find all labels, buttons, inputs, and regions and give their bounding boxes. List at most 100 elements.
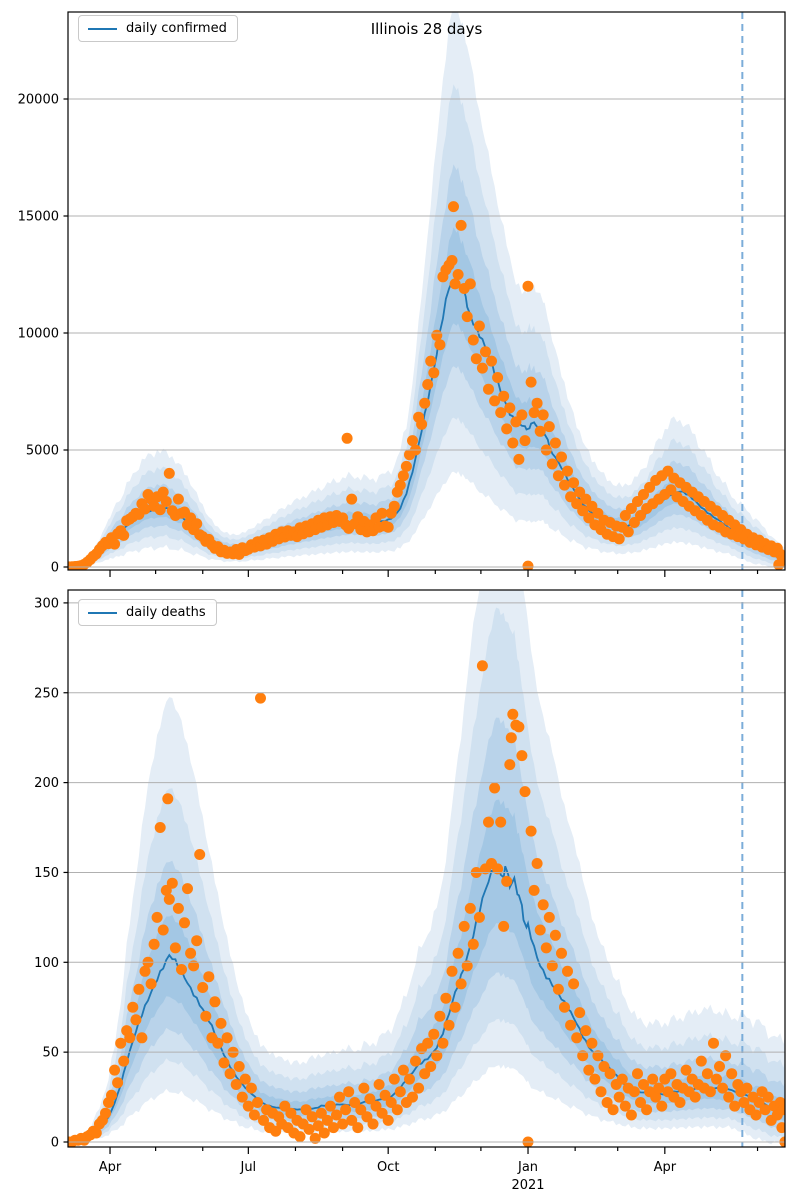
scatter-point — [443, 1019, 455, 1031]
scatter-point — [729, 1100, 741, 1112]
scatter-point — [397, 470, 409, 482]
scatter-point — [714, 1061, 725, 1072]
scatter-point — [434, 339, 446, 351]
scatter-point — [704, 1086, 716, 1098]
scatter-point — [689, 1091, 701, 1103]
scatter-point — [394, 1086, 406, 1098]
scatter-point — [720, 1050, 732, 1062]
scatter-point — [139, 965, 151, 977]
scatter-point — [425, 1061, 437, 1072]
scatter-point — [124, 1032, 136, 1044]
scatter-point — [191, 935, 203, 947]
scatter-point — [422, 1037, 434, 1049]
scatter-point — [358, 1082, 370, 1094]
uncertainty-bands — [69, 12, 785, 568]
y-tick-label: 300 — [34, 596, 59, 611]
scatter-point — [565, 1019, 577, 1031]
scatter-point — [388, 500, 400, 512]
scatter-point — [373, 1079, 385, 1090]
scatter-point — [163, 893, 175, 905]
scatter-point — [571, 1032, 583, 1044]
scatter-point — [480, 346, 491, 358]
legend-line-sample — [88, 27, 117, 30]
band-1 — [69, 84, 785, 568]
y-tick-label: 15000 — [18, 210, 59, 225]
scatter-point — [449, 278, 461, 290]
x-year-label: 2021 — [511, 1178, 544, 1193]
scatter-point — [498, 390, 510, 402]
scatter-point — [154, 822, 166, 833]
y-axis-ticks: 0 50 100 150 200 250 300 — [34, 596, 68, 1151]
scatter-point — [492, 863, 504, 875]
scatter-point — [559, 479, 570, 491]
scatter-point — [562, 465, 573, 477]
scatter-point — [376, 507, 388, 519]
scatter-point — [382, 521, 394, 533]
scatter-point — [407, 1091, 418, 1103]
band-2 — [72, 717, 785, 1143]
scatter-point — [352, 1122, 364, 1134]
scatter-point — [586, 1037, 598, 1049]
scatter-point — [258, 1114, 269, 1126]
gridlines — [68, 602, 785, 1143]
scatter-point — [738, 1097, 750, 1108]
scatter-point — [577, 1050, 589, 1062]
legend-confirmed: daily confirmed — [78, 15, 238, 42]
scatter-point — [233, 1061, 245, 1072]
scatter-point — [473, 911, 485, 923]
scatter-point — [559, 1001, 570, 1013]
y-tick-label: 0 — [51, 561, 59, 576]
scatter-point — [483, 816, 494, 828]
scatter-point — [762, 1091, 774, 1103]
scatter-point — [501, 875, 513, 887]
y-tick-label: 10000 — [18, 327, 59, 342]
scatter-point — [172, 902, 184, 914]
axes-spines — [67, 11, 786, 571]
scatter-point — [613, 1091, 625, 1103]
scatter-point — [674, 1097, 686, 1108]
scatter-point — [638, 1079, 649, 1090]
scatter-point — [341, 432, 353, 444]
scatter-point — [540, 942, 552, 954]
band-2 — [69, 164, 785, 568]
scatter-point — [504, 402, 516, 414]
scatter-point — [522, 560, 534, 570]
scatter-point — [516, 750, 528, 762]
scatter-point — [595, 1086, 607, 1098]
scatter-point — [162, 793, 174, 805]
scatter-point — [200, 1010, 212, 1022]
scatter-point — [157, 924, 169, 936]
scatter-point — [182, 883, 193, 895]
scatter-point — [328, 1122, 339, 1134]
scatter-point — [419, 397, 431, 409]
scatter-point — [109, 1064, 121, 1076]
scatter-point — [464, 278, 476, 290]
scatter-point — [476, 660, 488, 672]
y-tick-label: 100 — [34, 956, 59, 971]
scatter-point — [461, 311, 473, 323]
scatter-point — [583, 1064, 595, 1076]
scatter-point — [340, 1104, 352, 1116]
y-tick-label: 5000 — [26, 444, 59, 459]
scatter-point — [568, 978, 580, 990]
scatter-point — [546, 458, 558, 470]
scatter-point — [218, 1057, 230, 1069]
scatter-point — [239, 1073, 251, 1085]
axes-daily-confirmed: 0 5000 10000 15000 20000 — [18, 11, 786, 577]
scatter-point — [498, 920, 510, 932]
x-tick-label: Apr — [99, 1160, 122, 1175]
scatter-point — [483, 383, 494, 395]
scatter-point — [127, 1001, 139, 1013]
scatter-point — [504, 759, 516, 771]
x-tick-label: Apr — [654, 1160, 677, 1175]
scatter-point — [416, 418, 428, 430]
scatter-point — [136, 1032, 148, 1044]
scatter-point — [492, 372, 504, 383]
scatter-point — [616, 1073, 628, 1085]
scatter-point — [750, 1109, 762, 1121]
scatter-point — [461, 960, 473, 972]
scatter-point — [531, 858, 543, 869]
scatter-point — [632, 1068, 643, 1080]
scatter-point — [647, 1073, 659, 1085]
